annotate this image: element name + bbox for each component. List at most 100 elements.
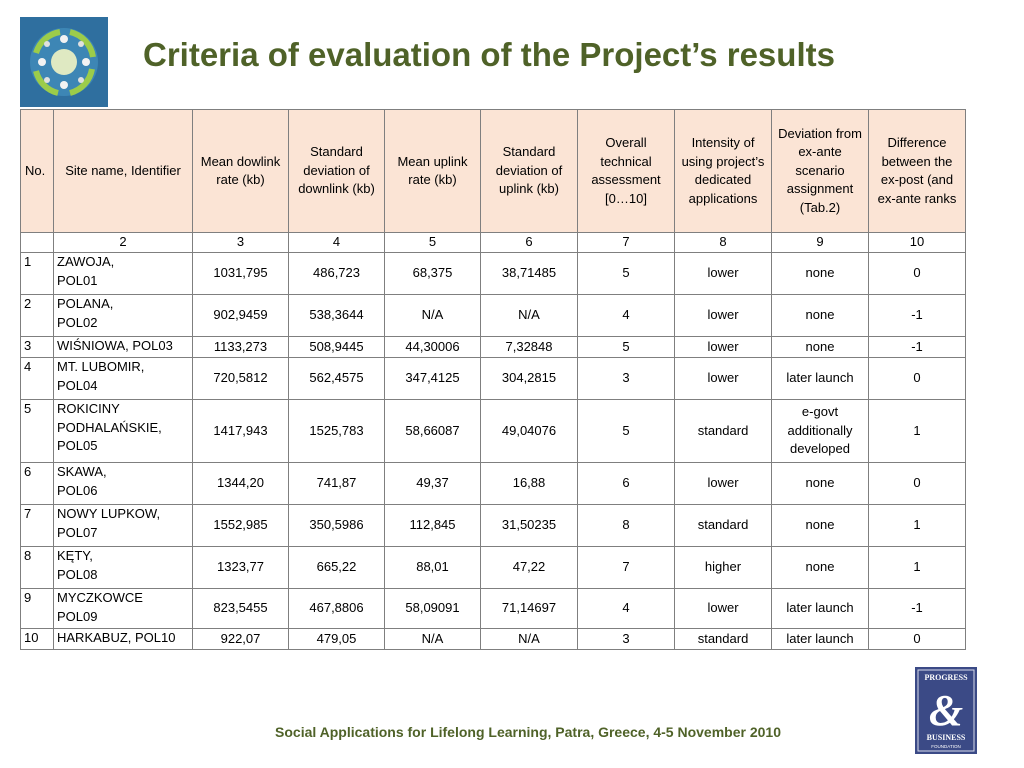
site-name-cell: POLANA, POL02	[53, 294, 193, 337]
table-cell: none	[771, 504, 869, 547]
row-number-cell: 9	[20, 588, 54, 629]
row-number-cell: 1	[20, 252, 54, 295]
table-row: 2 POLANA, POL02 902,9459 538,3644 N/A N/A 4 low…	[20, 294, 966, 337]
table-cell: later launch	[771, 628, 869, 650]
row-number-cell: 8	[20, 546, 54, 589]
badge-line: PROGRESS	[924, 673, 968, 682]
table-cell: 58,66087	[384, 399, 481, 463]
column-header: Deviation from ex-ante scenario assignme…	[771, 109, 869, 233]
table-cell: standard	[674, 628, 772, 650]
results-table: No. Site name, Identifier Mean dowlink rat…	[20, 109, 966, 650]
row-number-cell: 3	[20, 336, 54, 358]
badge-line: BUSINESS	[927, 733, 966, 742]
table-cell: 16,88	[480, 462, 578, 505]
table-cell: 741,87	[288, 462, 385, 505]
site-name-cell: SKAWA, POL06	[53, 462, 193, 505]
site-name-cell: ZAWOJA, POL01	[53, 252, 193, 295]
page-title: Criteria of evaluation of the Project’s …	[143, 36, 835, 73]
table-cell: lower	[674, 462, 772, 505]
table-cell: -1	[868, 588, 966, 629]
table-cell: 6	[577, 462, 675, 505]
table-cell: 1133,273	[192, 336, 289, 358]
row-number-cell: 7	[20, 504, 54, 547]
table-row: 10 HARKABUZ, POL10 922,07 479,05 N/A N/A 3 stan…	[20, 628, 966, 650]
column-number: 4	[288, 232, 385, 253]
table-cell: -1	[868, 336, 966, 358]
column-number: 8	[674, 232, 772, 253]
table-cell: 1552,985	[192, 504, 289, 547]
table-cell: 88,01	[384, 546, 481, 589]
progress-business-foundation-logo: PROGRESS & BUSINESS FOUNDATION	[915, 667, 977, 754]
table-cell: N/A	[480, 628, 578, 650]
table-cell: 562,4575	[288, 357, 385, 400]
table-cell: 4	[577, 588, 675, 629]
table-cell: 902,9459	[192, 294, 289, 337]
table-row: 7 NOWY LUPKOW, POL07 1552,985 350,5986 112,8…	[20, 504, 966, 547]
table-cell: none	[771, 294, 869, 337]
column-number: 7	[577, 232, 675, 253]
table-cell: none	[771, 546, 869, 589]
table-cell: later launch	[771, 588, 869, 629]
table-cell: 71,14697	[480, 588, 578, 629]
row-number-cell: 5	[20, 399, 54, 463]
table-cell: N/A	[384, 294, 481, 337]
column-header: No.	[20, 109, 54, 233]
row-number-cell: 4	[20, 357, 54, 400]
table-cell: 538,3644	[288, 294, 385, 337]
badge-line: FOUNDATION	[931, 744, 960, 749]
table-cell: none	[771, 336, 869, 358]
table-cell: 112,845	[384, 504, 481, 547]
table-cell: 7,32848	[480, 336, 578, 358]
table-cell: 31,50235	[480, 504, 578, 547]
table-cell: 0	[868, 357, 966, 400]
table-cell: 0	[868, 628, 966, 650]
table-cell: 5	[577, 336, 675, 358]
row-number-cell: 2	[20, 294, 54, 337]
table-cell: 479,05	[288, 628, 385, 650]
table-cell: 665,22	[288, 546, 385, 589]
footer-text: Social Applications for Lifelong Learnin…	[275, 724, 781, 740]
column-header: Standard deviation of downlink (kb)	[288, 109, 385, 233]
table-cell: lower	[674, 336, 772, 358]
table-cell: 347,4125	[384, 357, 481, 400]
project-logo-icon	[20, 17, 108, 107]
table-cell: 8	[577, 504, 675, 547]
table-row: 8 KĘTY, POL08 1323,77 665,22 88,01 47,22 7 high…	[20, 546, 966, 589]
table-cell: 1344,20	[192, 462, 289, 505]
column-number: 6	[480, 232, 578, 253]
table-cell: 47,22	[480, 546, 578, 589]
table-cell: 1	[868, 399, 966, 463]
table-row: 1 ZAWOJA, POL01 1031,795 486,723 68,375 38,71…	[20, 252, 966, 295]
table-cell: later launch	[771, 357, 869, 400]
table-cell: 58,09091	[384, 588, 481, 629]
table-cell: 0	[868, 462, 966, 505]
table-cell: 922,07	[192, 628, 289, 650]
site-name-cell: MT. LUBOMIR, POL04	[53, 357, 193, 400]
column-header: Overall technical assessment [0…10]	[577, 109, 675, 233]
table-cell: 44,30006	[384, 336, 481, 358]
column-number	[20, 232, 54, 253]
table-cell: 3	[577, 628, 675, 650]
table-cell: N/A	[480, 294, 578, 337]
table-cell: 4	[577, 294, 675, 337]
row-number-cell: 10	[20, 628, 54, 650]
table-cell: standard	[674, 399, 772, 463]
table-cell: 467,8806	[288, 588, 385, 629]
table-row: 9 MYCZKOWCE POL09 823,5455 467,8806 58,09091…	[20, 588, 966, 629]
table-cell: higher	[674, 546, 772, 589]
site-name-cell: KĘTY, POL08	[53, 546, 193, 589]
table-cell: lower	[674, 252, 772, 295]
table-cell: 304,2815	[480, 357, 578, 400]
table-cell: e-govt additionally developed	[771, 399, 869, 463]
table-cell: 68,375	[384, 252, 481, 295]
table-cell: lower	[674, 294, 772, 337]
table-cell: 1525,783	[288, 399, 385, 463]
table-cell: lower	[674, 357, 772, 400]
column-header: Difference between the ex-post (and ex-a…	[868, 109, 966, 233]
table-cell: none	[771, 462, 869, 505]
table-cell: 5	[577, 252, 675, 295]
site-name-cell: WIŚNIOWA, POL03	[53, 336, 193, 358]
table-cell: 1	[868, 546, 966, 589]
table-row: 3 WIŚNIOWA, POL03 1133,273 508,9445 44,30006…	[20, 336, 966, 358]
table-cell: 508,9445	[288, 336, 385, 358]
